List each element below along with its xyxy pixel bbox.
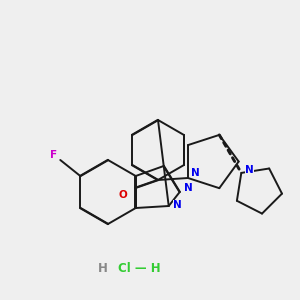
Text: Cl — H: Cl — H	[118, 262, 160, 275]
Text: N: N	[190, 168, 200, 178]
Text: F: F	[50, 150, 57, 160]
Text: N: N	[245, 165, 254, 175]
Text: N: N	[184, 183, 193, 193]
Text: O: O	[118, 190, 127, 200]
Text: N: N	[173, 200, 182, 210]
Text: H: H	[98, 262, 108, 275]
